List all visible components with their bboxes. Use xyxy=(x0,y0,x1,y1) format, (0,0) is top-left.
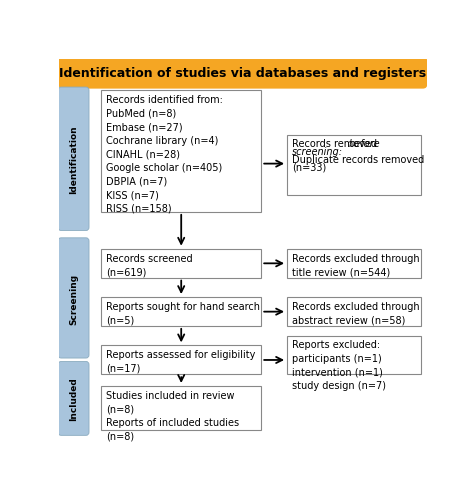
Text: Studies included in review
(n=8)
Reports of included studies
(n=8): Studies included in review (n=8) Reports… xyxy=(106,390,239,441)
Bar xyxy=(101,298,261,326)
Text: Screening: Screening xyxy=(69,273,78,324)
Bar xyxy=(101,386,261,430)
Bar xyxy=(101,249,261,278)
Bar xyxy=(287,336,421,375)
Text: (n=33): (n=33) xyxy=(292,163,326,172)
Bar xyxy=(101,346,261,375)
Text: Records excluded through
abstract review (n=58): Records excluded through abstract review… xyxy=(292,301,419,325)
Text: Records identified from:
PubMed (n=8)
Embase (n=27)
Cochrane library (n=4)
CINAH: Records identified from: PubMed (n=8) Em… xyxy=(106,95,223,213)
Bar xyxy=(287,298,421,326)
Text: Records removed: Records removed xyxy=(292,139,380,149)
Text: Reports sought for hand search
(n=5): Reports sought for hand search (n=5) xyxy=(106,301,260,325)
FancyBboxPatch shape xyxy=(58,362,89,435)
FancyBboxPatch shape xyxy=(58,238,89,358)
Text: Identification of studies via databases and registers: Identification of studies via databases … xyxy=(59,67,427,80)
Text: Records excluded through
title review (n=544): Records excluded through title review (n… xyxy=(292,253,419,277)
Text: Duplicate records removed: Duplicate records removed xyxy=(292,155,424,165)
Text: before: before xyxy=(349,139,380,149)
Text: screening:: screening: xyxy=(292,147,343,157)
Text: Records screened
(n=619): Records screened (n=619) xyxy=(106,253,193,277)
Text: Included: Included xyxy=(69,377,78,421)
Text: Reports assessed for eligibility
(n=17): Reports assessed for eligibility (n=17) xyxy=(106,350,255,373)
Bar xyxy=(287,249,421,278)
Bar xyxy=(101,91,261,212)
Text: Reports excluded:
participants (n=1)
intervention (n=1)
study design (n=7): Reports excluded: participants (n=1) int… xyxy=(292,340,386,390)
Bar xyxy=(287,135,421,195)
Text: Identification: Identification xyxy=(69,125,78,194)
FancyBboxPatch shape xyxy=(58,58,428,90)
FancyBboxPatch shape xyxy=(58,88,89,231)
